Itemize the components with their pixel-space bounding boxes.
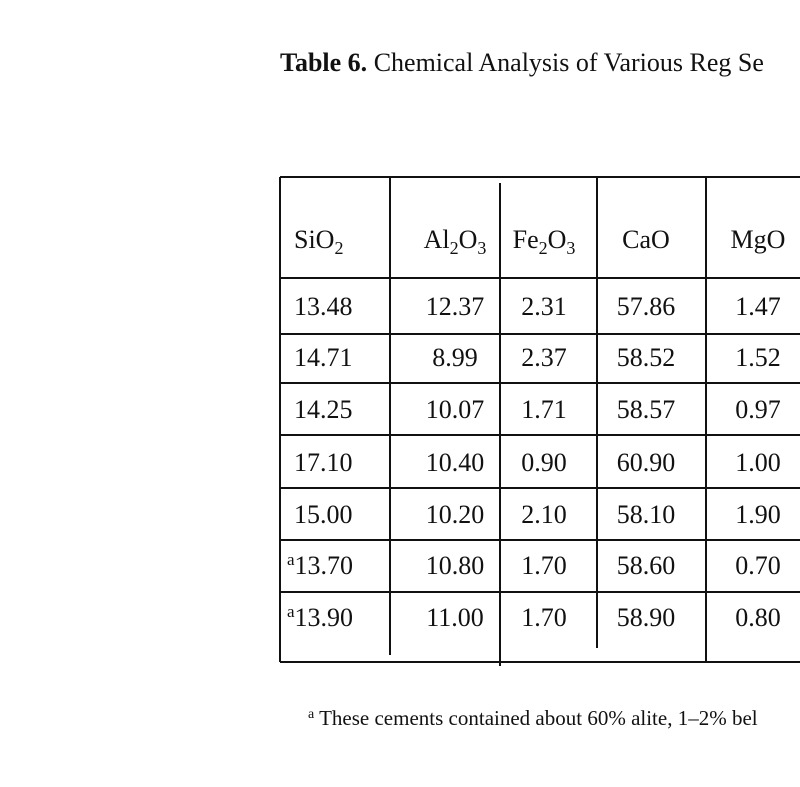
cell: 10.40 [425,448,485,477]
footnote-text: These cements contained about 60% alite,… [319,706,758,730]
cell: 58.60 [616,551,676,580]
table-title: Table 6. Chemical Analysis of Various Re… [280,48,764,78]
cell-value: 13.90 [294,603,354,632]
cell: 1.47 [735,292,781,321]
cell: 13.48 [294,292,353,321]
cell: 60.90 [616,448,676,477]
subscript: 3 [566,238,576,258]
cell: 10.80 [425,551,485,580]
column-header: Fe2O3 [512,225,576,258]
cell: 8.99 [432,343,478,372]
cell: 10.07 [425,395,485,424]
header-text: SiO [294,225,335,254]
cell: 0.90 [521,448,567,477]
cell: a13.70 [287,551,353,581]
cell: 14.25 [294,395,353,424]
cell: 1.00 [735,448,781,477]
cell: 2.31 [521,292,567,321]
header-text: Al [423,225,450,254]
header-text: CaO [622,225,670,254]
table-caption: Chemical Analysis of Various Reg Se [373,48,764,77]
note-marker: a [287,602,295,621]
header-text: MgO [730,225,786,254]
cell: 2.37 [521,343,567,372]
header-text: O [458,225,478,254]
cell: 1.52 [735,343,781,372]
column-header: SiO2 [294,225,344,258]
cell: 1.90 [735,500,781,529]
header-text: O [547,225,567,254]
cell: 58.90 [616,603,676,632]
cell: 11.00 [426,603,484,632]
footnote: a These cements contained about 60% alit… [308,706,758,731]
cell: 10.20 [425,500,485,529]
column-header: CaO [622,225,670,255]
subscript: 2 [334,238,344,258]
cell: 0.80 [735,603,781,632]
cell: 57.86 [616,292,676,321]
cell: 1.70 [521,603,567,632]
cell: 0.97 [735,395,781,424]
cell: 58.52 [616,343,676,372]
cell: 15.00 [294,500,353,529]
cell: 2.10 [521,500,567,529]
cell: 0.70 [735,551,781,580]
column-header: Al2O3 [423,225,487,258]
subscript: 2 [449,238,459,258]
cell: 12.37 [425,292,485,321]
subscript: 2 [538,238,548,258]
cell: 58.10 [616,500,676,529]
footnote-marker: a [308,707,315,722]
subscript: 3 [477,238,487,258]
cell: 14.71 [294,343,353,372]
cell-value: 13.70 [294,551,354,580]
cell: 1.70 [521,551,567,580]
table-label: Table 6. [280,48,368,77]
cell: 17.10 [294,448,353,477]
cell: a13.90 [287,603,353,633]
column-header: MgO [731,225,786,255]
header-text: Fe [512,225,539,254]
note-marker: a [287,550,295,569]
cell: 58.57 [616,395,676,424]
cell: 1.71 [521,395,567,424]
